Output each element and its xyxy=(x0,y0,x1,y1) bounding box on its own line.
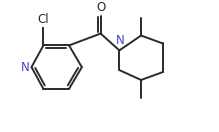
Text: N: N xyxy=(116,34,125,47)
Text: Cl: Cl xyxy=(37,13,49,26)
Text: O: O xyxy=(96,1,105,14)
Text: N: N xyxy=(20,61,29,74)
